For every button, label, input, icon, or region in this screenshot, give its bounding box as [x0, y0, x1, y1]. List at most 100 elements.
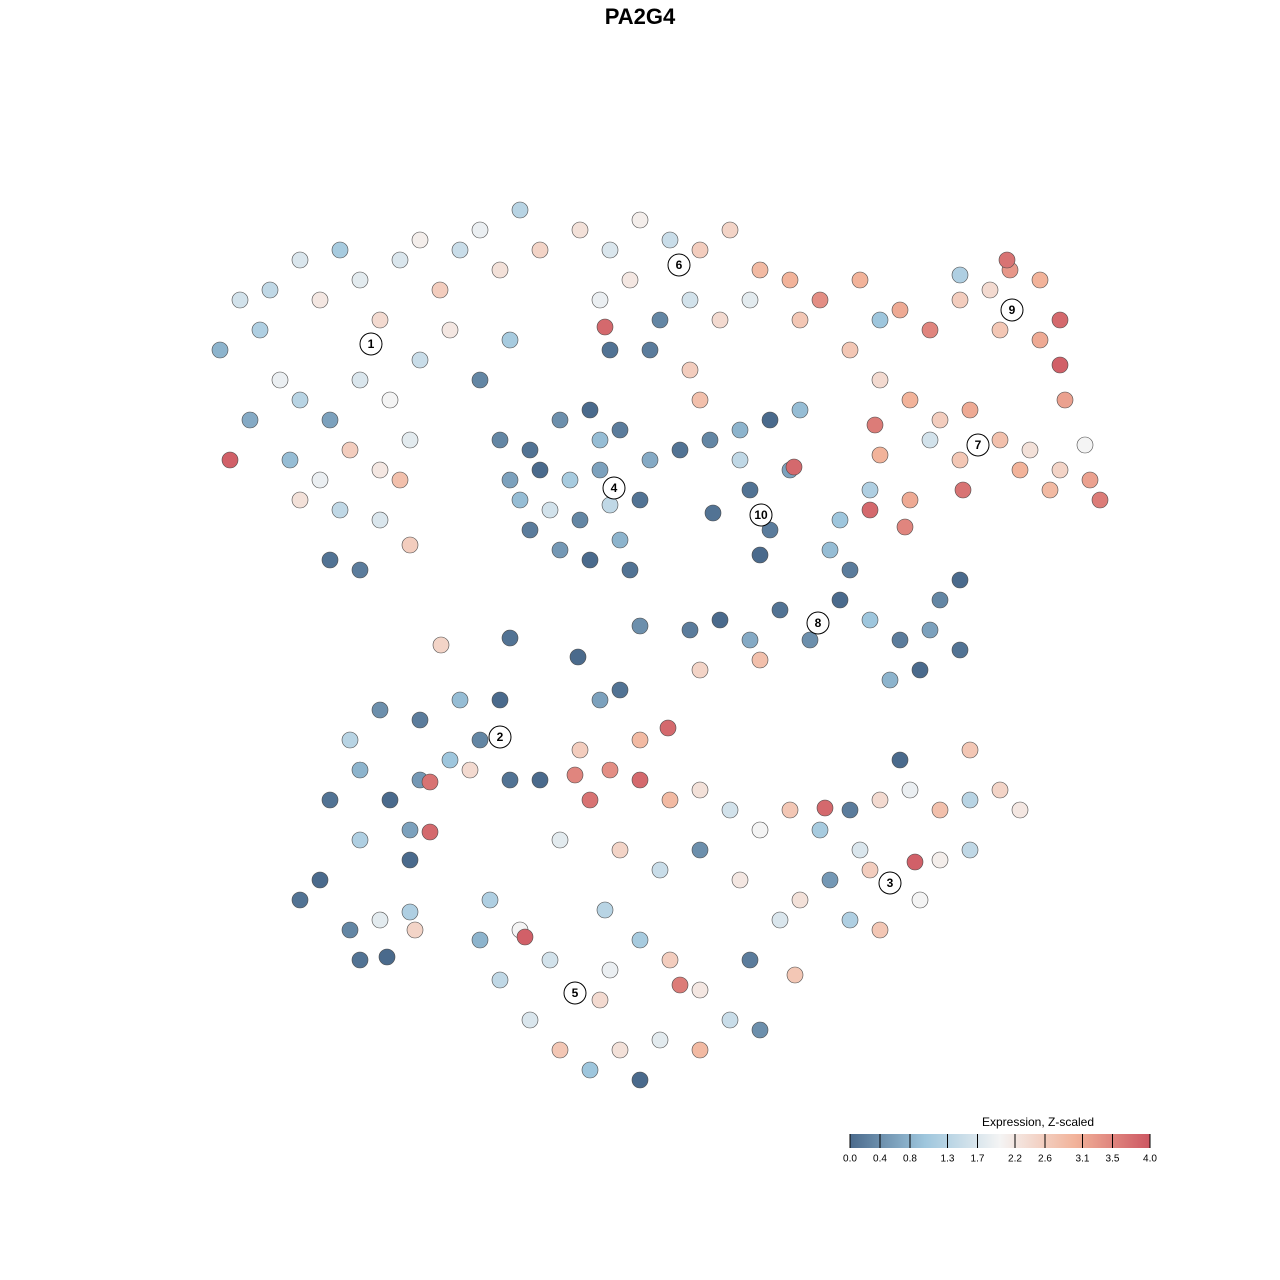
points	[211, 201, 1109, 1089]
point	[961, 791, 979, 809]
point	[691, 1041, 709, 1059]
point	[951, 571, 969, 589]
point	[731, 451, 749, 469]
point	[421, 823, 439, 841]
point	[691, 241, 709, 259]
colorbar-tick-label: 4.0	[1143, 1154, 1157, 1165]
point	[1011, 461, 1029, 479]
point	[581, 791, 599, 809]
point	[731, 421, 749, 439]
point	[921, 621, 939, 639]
point	[341, 921, 359, 939]
point	[691, 841, 709, 859]
point	[601, 341, 619, 359]
point	[611, 531, 629, 549]
point	[391, 251, 409, 269]
point	[281, 451, 299, 469]
point	[851, 841, 869, 859]
point	[381, 791, 399, 809]
cluster-label: 5	[572, 986, 579, 1000]
cluster-label-badge	[602, 476, 626, 500]
point	[331, 241, 349, 259]
colorbar-tick-label: 0.0	[843, 1154, 857, 1165]
point	[311, 871, 329, 889]
point	[541, 951, 559, 969]
point	[471, 371, 489, 389]
point	[271, 371, 289, 389]
point	[569, 648, 587, 666]
point	[371, 911, 389, 929]
point	[1091, 491, 1109, 509]
point	[681, 621, 699, 639]
point	[401, 851, 419, 869]
point	[811, 821, 829, 839]
point	[611, 1041, 629, 1059]
point	[991, 431, 1009, 449]
point	[531, 461, 549, 479]
point	[691, 781, 709, 799]
point	[786, 966, 804, 984]
point	[432, 636, 450, 654]
point	[381, 391, 399, 409]
point	[861, 861, 879, 879]
cluster-label-badge	[359, 332, 383, 356]
point	[871, 371, 889, 389]
point	[891, 301, 909, 319]
point	[816, 799, 834, 817]
point	[771, 911, 789, 929]
point	[951, 451, 969, 469]
point	[731, 871, 749, 889]
point	[261, 281, 279, 299]
point	[571, 741, 589, 759]
point	[571, 511, 589, 529]
point	[378, 948, 396, 966]
point	[931, 591, 949, 609]
point	[659, 719, 677, 737]
point	[411, 231, 429, 249]
point	[871, 921, 889, 939]
point	[431, 281, 449, 299]
cluster-label: 8	[815, 616, 822, 630]
point	[611, 681, 629, 699]
point	[791, 401, 809, 419]
point	[961, 741, 979, 759]
point	[401, 903, 419, 921]
point	[951, 291, 969, 309]
point	[596, 901, 614, 919]
point	[406, 921, 424, 939]
point	[841, 561, 859, 579]
point	[791, 891, 809, 909]
point	[1051, 311, 1069, 329]
cluster-label: 10	[754, 508, 768, 522]
point	[961, 401, 979, 419]
cluster-label-badge	[749, 503, 773, 527]
point	[751, 261, 769, 279]
point	[521, 1011, 539, 1029]
point	[591, 291, 609, 309]
point	[651, 311, 669, 329]
point	[651, 1031, 669, 1049]
colorbar-gradient	[850, 1134, 1150, 1148]
point	[861, 501, 879, 519]
point	[511, 491, 529, 509]
point	[461, 761, 479, 779]
point	[671, 976, 689, 994]
point	[711, 311, 729, 329]
point	[791, 311, 809, 329]
point	[491, 261, 509, 279]
point	[621, 561, 639, 579]
point	[471, 221, 489, 239]
point	[516, 928, 534, 946]
point	[231, 291, 249, 309]
point	[1056, 391, 1074, 409]
point	[751, 1021, 769, 1039]
point	[411, 711, 429, 729]
point	[741, 951, 759, 969]
point	[801, 631, 819, 649]
point	[311, 471, 329, 489]
point	[931, 801, 949, 819]
point	[841, 341, 859, 359]
cluster-label-badge	[667, 253, 691, 277]
point	[631, 931, 649, 949]
